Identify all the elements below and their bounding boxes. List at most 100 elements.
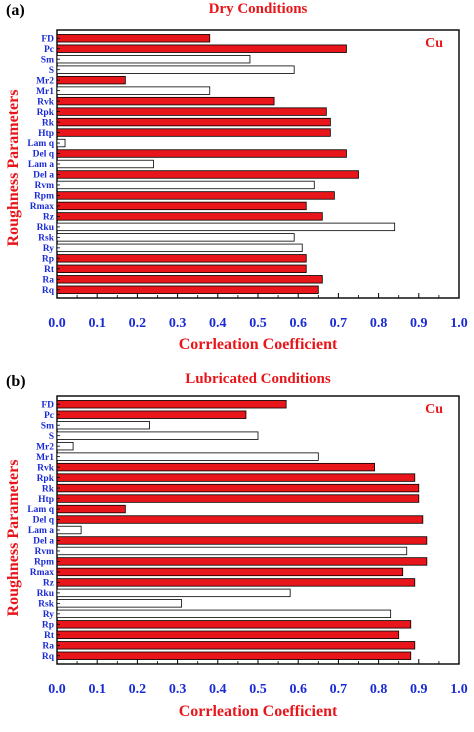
category-label: Sm (41, 421, 54, 431)
category-label: FD (41, 400, 54, 410)
bar (56, 96, 275, 106)
x-tick-label: 0.5 (249, 316, 267, 331)
x-tick-label: 0.1 (88, 316, 106, 331)
bar (56, 201, 307, 211)
bar (56, 557, 428, 566)
panel-label: (b) (6, 373, 26, 390)
category-label: Pc (44, 45, 54, 55)
bar (56, 400, 287, 409)
category-label: Rt (44, 265, 55, 275)
category-label: Del a (33, 537, 54, 547)
bar (56, 462, 375, 472)
bar (56, 431, 259, 440)
category-label: S (49, 432, 54, 442)
category-label: Del a (33, 171, 54, 181)
x-tick-label: 0.5 (249, 682, 267, 697)
bar (56, 483, 420, 493)
bar (56, 651, 412, 660)
x-tick-label: 0.8 (370, 682, 388, 697)
bar (56, 641, 416, 650)
bar (56, 170, 359, 179)
category-label: Rp (42, 621, 54, 631)
x-axis-label: Corrleation Coefficient (179, 336, 338, 353)
bar (56, 567, 404, 577)
x-tick-label: 0.2 (129, 682, 147, 697)
bar (56, 65, 295, 74)
y-axis-label: Roughness Parameters (5, 460, 22, 617)
bar (56, 494, 420, 503)
bar (56, 421, 150, 430)
category-label: Ra (42, 275, 54, 285)
y-axis-label: Roughness Parameters (5, 90, 22, 247)
bar (56, 525, 82, 535)
category-label: Del q (33, 150, 55, 160)
bar (56, 212, 323, 221)
category-label: Rku (37, 589, 55, 599)
bar (56, 243, 303, 253)
x-tick-label: 0.4 (209, 316, 227, 331)
bar (56, 117, 331, 127)
bar (56, 630, 400, 639)
bar (56, 609, 392, 619)
x-tick-label: 0.4 (209, 682, 227, 697)
bar (56, 222, 396, 232)
category-label: Rq (42, 652, 55, 662)
x-tick-label: 1.0 (450, 316, 468, 331)
x-tick-label: 0.7 (330, 316, 348, 331)
bar (56, 55, 251, 64)
bar (56, 620, 412, 629)
category-label: Rvm (34, 547, 54, 557)
x-tick-label: 0.8 (370, 316, 388, 331)
x-tick-label: 0.3 (169, 682, 187, 697)
category-label: Del q (33, 516, 55, 526)
category-label: Rk (42, 118, 55, 128)
chart-panel-a: (a) Dry ConditionsCuFDPcSmSMr2Mr1RvkRpkRk… (5, 1, 468, 353)
bar (56, 254, 307, 263)
bar (56, 546, 408, 556)
x-tick-label: 0.2 (129, 316, 147, 331)
category-label: Htp (38, 129, 54, 139)
x-tick-label: 0.7 (330, 682, 348, 697)
bar (56, 159, 154, 169)
category-label: Rmax (30, 202, 55, 212)
bar (56, 233, 295, 242)
bar (56, 275, 323, 284)
category-label: Lam q (27, 505, 54, 515)
category-label: Mr1 (36, 453, 54, 463)
category-label: FD (41, 34, 54, 44)
category-label: Htp (38, 495, 54, 505)
category-label: Rsk (38, 600, 55, 610)
category-label: Ry (43, 244, 55, 254)
x-tick-label: 0.6 (289, 682, 307, 697)
category-label: Mr1 (36, 87, 54, 97)
bar (56, 410, 247, 419)
bar (56, 452, 319, 461)
bar (56, 504, 126, 514)
category-label: Rpm (34, 192, 54, 202)
category-label: Lam a (28, 526, 54, 536)
bar (56, 578, 416, 587)
x-axis-label: Corrleation Coefficient (179, 703, 338, 720)
category-label: Rz (43, 579, 55, 589)
bar (56, 34, 211, 43)
x-tick-label: 0.9 (410, 682, 428, 697)
bar (56, 149, 347, 158)
bar (56, 285, 319, 294)
category-label: Rvk (37, 97, 55, 107)
category-label: Rk (42, 484, 55, 494)
bar (56, 75, 126, 85)
bar (56, 515, 424, 524)
bar (56, 264, 307, 273)
material-annotation: Cu (425, 402, 443, 417)
category-label: Rz (43, 213, 55, 223)
bar (56, 86, 211, 95)
bar (56, 473, 416, 482)
x-tick-label: 0.9 (410, 316, 428, 331)
x-tick-label: 0.1 (88, 682, 106, 697)
category-label: Pc (44, 411, 54, 421)
category-label: Rpm (34, 558, 54, 568)
x-tick-label: 1.0 (450, 682, 468, 697)
category-label: Rpk (37, 474, 55, 484)
category-label: Rp (42, 255, 54, 265)
